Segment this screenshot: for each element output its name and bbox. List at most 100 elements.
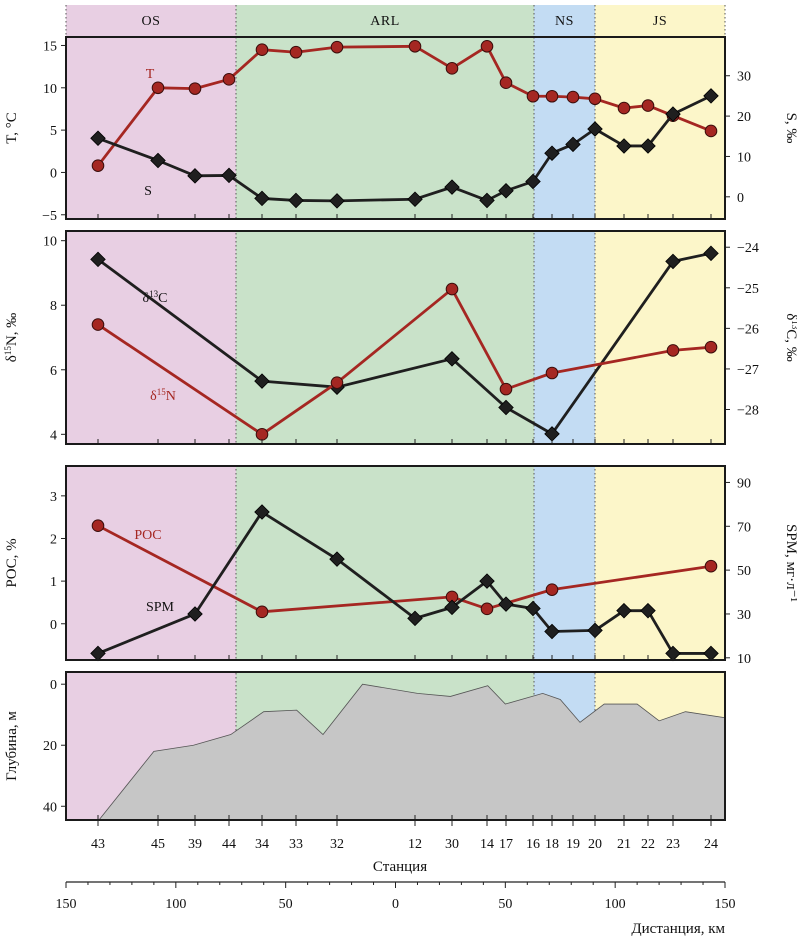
data-point-s-14 <box>479 192 495 209</box>
data-point-s-19 <box>565 136 581 153</box>
series-label-13c: δ13C <box>143 289 168 306</box>
data-point-t-22 <box>641 99 655 112</box>
panel-gap <box>64 445 727 465</box>
station-label-22: 22 <box>641 837 655 852</box>
left-tick-label: 20 <box>43 739 57 754</box>
distance-axis-title: Дистанция, км <box>631 921 725 937</box>
data-point-13c-34 <box>254 373 270 389</box>
left-axis-title: T, °C <box>4 112 20 144</box>
data-point-15n-23 <box>666 344 680 357</box>
bathymetry-profile <box>98 683 726 821</box>
data-point-t-30 <box>445 62 459 75</box>
data-point-s-30 <box>444 179 460 195</box>
distance-tick-label: 50 <box>279 897 293 912</box>
series-label-15n: δ15N <box>150 387 176 404</box>
right-tick-label: −24 <box>737 241 759 256</box>
data-point-s-43 <box>90 130 106 147</box>
distance-axis: 150 100 50 0 50 100 150 Дистанция, км <box>56 881 736 937</box>
data-point-15n-32 <box>330 376 344 389</box>
station-label-43: 43 <box>91 837 105 852</box>
zone-band-ns <box>534 5 595 820</box>
data-point-s-24 <box>703 88 719 104</box>
data-point-spm-12 <box>407 610 423 627</box>
left-axis-title: POC, % <box>4 538 20 587</box>
panel-frame <box>65 671 726 821</box>
station-axis: 43 45 39 44 34 33 32 12 30 14 17 16 18 19 20 21 22 23 24 Ст… <box>91 820 718 875</box>
left-tick-label: 10 <box>43 82 57 97</box>
station-label-12: 12 <box>408 837 422 852</box>
right-tick-label: −27 <box>737 363 759 378</box>
data-point-spm-16 <box>525 600 541 617</box>
distance-tick-label: 0 <box>392 897 399 912</box>
data-point-t-45 <box>151 81 165 95</box>
data-point-s-44 <box>221 167 237 184</box>
zone-band-arl <box>236 5 534 820</box>
data-point-s-34 <box>254 190 270 207</box>
data-point-13c-23 <box>665 253 681 270</box>
data-point-spm-18 <box>544 623 560 640</box>
data-point-s-21 <box>616 138 632 154</box>
series-line-13c <box>97 251 712 436</box>
left-tick-label: 1 <box>50 575 57 590</box>
station-label-39: 39 <box>188 837 202 852</box>
station-label-45: 45 <box>151 837 165 852</box>
data-point-poc-14 <box>480 602 494 616</box>
data-point-s-17 <box>498 182 514 199</box>
left-tick-label: 3 <box>50 490 57 505</box>
right-tick-label: 20 <box>737 110 751 125</box>
distance-tick-label: 150 <box>715 897 736 912</box>
left-tick-label: 10 <box>43 235 57 250</box>
data-point-poc-18 <box>545 583 559 596</box>
panel-frame <box>65 465 726 661</box>
data-point-spm-20 <box>587 622 603 639</box>
data-point-s-16 <box>525 173 541 190</box>
station-label-30: 30 <box>445 837 459 852</box>
panel-isotopes: δ13C δ15N 4 6 8 10 δ15N, ‰ −28 −27 −26 −25 −24 δ13C,… <box>3 230 797 445</box>
series-label-spm: SPM <box>146 600 175 615</box>
left-tick-label: 0 <box>50 618 57 633</box>
station-label-44: 44 <box>222 837 236 852</box>
station-label-18: 18 <box>545 837 559 852</box>
data-point-spm-22 <box>640 602 656 619</box>
right-tick-label: 10 <box>737 150 751 165</box>
right-axis-title: S, ‰ <box>783 113 797 144</box>
distance-tick-label: 50 <box>498 897 512 912</box>
data-point-poc-43 <box>91 519 105 532</box>
station-label-14: 14 <box>480 837 494 852</box>
data-point-s-12 <box>407 191 423 207</box>
data-point-spm-14 <box>479 573 495 589</box>
station-label-17: 17 <box>499 837 513 852</box>
data-point-spm-17 <box>498 596 514 612</box>
data-point-s-39 <box>187 168 203 184</box>
station-label-19: 19 <box>566 837 580 852</box>
distance-tick-label: 100 <box>605 897 626 912</box>
data-point-spm-21 <box>616 602 632 619</box>
panel-bathymetry: 0 20 40 Глубина, м <box>4 671 726 821</box>
panel-temperature-salinity: T S −5 0 5 10 15 T, °C 0 10 20 30 S, ‰ <box>4 36 797 224</box>
data-point-t-16 <box>526 89 540 103</box>
left-tick-label: 40 <box>43 800 57 815</box>
data-point-13c-17 <box>498 399 514 416</box>
data-point-t-12 <box>408 40 422 53</box>
zone-band-os <box>66 5 236 820</box>
series-s <box>90 88 719 209</box>
panel-frame <box>65 230 726 445</box>
depth-axis-title: Глубина, м <box>4 711 20 781</box>
data-point-s-20 <box>587 121 603 137</box>
x-axes: 43 45 39 44 34 33 32 12 30 14 17 16 18 19 20 21 22 23 24 Ст… <box>56 820 736 937</box>
right-tick-label: −25 <box>737 282 759 297</box>
data-point-poc-24 <box>704 559 718 573</box>
series-label-t: T <box>146 67 155 82</box>
zone-label-os: OS <box>142 14 161 29</box>
distance-tick-label: 100 <box>165 897 186 912</box>
series-label-poc: POC <box>134 528 161 543</box>
data-point-15n-24 <box>704 340 718 354</box>
data-point-15n-18 <box>545 366 559 380</box>
data-point-15n-30 <box>445 282 459 296</box>
data-point-13c-30 <box>444 351 460 367</box>
data-point-t-14 <box>480 40 494 53</box>
station-label-21: 21 <box>617 837 631 852</box>
panel-gap <box>64 661 727 671</box>
right-tick-label: 30 <box>737 608 751 623</box>
